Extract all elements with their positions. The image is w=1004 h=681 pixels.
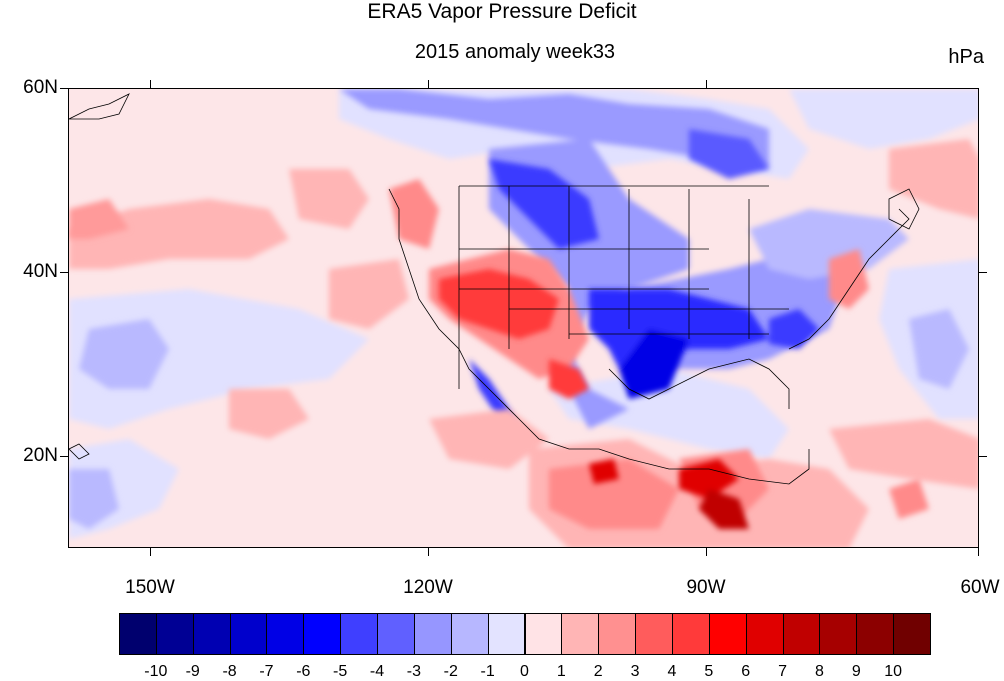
colorbar-swatch <box>487 613 526 655</box>
colorbar-label: -3 <box>406 663 422 680</box>
lat-tick <box>979 456 987 457</box>
lon-tick <box>706 80 707 88</box>
colorbar-label: 7 <box>778 663 787 680</box>
lat-label-60n: 60N <box>23 77 58 98</box>
colorbar-swatch <box>119 613 157 655</box>
lat-tick <box>979 272 987 273</box>
colorbar-swatch <box>561 613 600 655</box>
colorbar-label: -8 <box>222 663 237 680</box>
lat-label-40n: 40N <box>23 261 58 282</box>
colorbar-label: 2 <box>593 663 603 680</box>
colorbar-swatch <box>893 613 931 655</box>
units-label: hPa <box>948 46 984 68</box>
positive-anomaly-strong <box>439 269 749 529</box>
colorbar-swatch <box>377 613 415 655</box>
map-title: ERA5 Vapor Pressure Deficit <box>367 0 637 23</box>
map-panel <box>68 88 979 548</box>
colorbar-swatch <box>155 613 194 655</box>
colorbar-label: 9 <box>851 663 861 680</box>
lon-tick <box>978 548 979 556</box>
colorbar-swatch <box>192 613 231 655</box>
colorbar-swatch <box>635 613 673 655</box>
colorbar-swatch <box>266 613 305 655</box>
lon-tick <box>706 548 707 556</box>
colorbar-swatch <box>745 613 784 655</box>
lon-tick <box>428 548 429 556</box>
colorbar-label: -1 <box>480 663 495 680</box>
colorbar-label: 3 <box>630 663 640 680</box>
colorbar-label: -9 <box>185 663 200 680</box>
lon-label-90w: 90W <box>686 577 726 598</box>
lon-label-60w: 60W <box>960 577 1000 598</box>
colorbar-label: -7 <box>259 663 274 680</box>
colorbar-swatch <box>450 613 489 655</box>
colorbar-label: 8 <box>814 663 824 680</box>
lat-tick <box>60 88 68 89</box>
colorbar-label: 10 <box>884 663 903 680</box>
lon-label-150w: 150W <box>125 577 175 598</box>
coastlines <box>69 93 920 485</box>
colorbar-label: -10 <box>144 663 168 680</box>
lon-tick <box>150 548 151 556</box>
colorbar-label: 6 <box>741 663 751 680</box>
colorbar-swatch <box>819 613 858 655</box>
colorbar-label: 1 <box>556 663 566 680</box>
colorbar-swatch <box>671 613 710 655</box>
map-subtitle: 2015 anomaly week33 <box>414 41 616 63</box>
colorbar-swatch <box>303 613 342 655</box>
colorbar-label: 0 <box>520 663 529 680</box>
colorbar-label: -4 <box>369 663 385 680</box>
colorbar-swatch <box>598 613 637 655</box>
lat-label-20n: 20N <box>23 445 58 466</box>
colorbar-label: -2 <box>443 663 458 680</box>
colorbar-swatch <box>413 613 452 655</box>
colorbar-label: 4 <box>667 663 677 680</box>
lon-label-120w: 120W <box>403 577 453 598</box>
colorbar-label: -5 <box>333 663 348 680</box>
colorbar-swatch <box>856 613 895 655</box>
lon-tick <box>428 80 429 88</box>
colorbar-swatch <box>524 613 563 655</box>
lat-tick <box>60 456 68 457</box>
colorbar <box>119 613 931 655</box>
colorbar-swatch <box>229 613 268 655</box>
colorbar-label: -6 <box>296 663 311 680</box>
colorbar-swatch <box>782 613 821 655</box>
lat-tick <box>60 272 68 273</box>
colorbar-swatch <box>340 613 379 655</box>
anomaly-map <box>69 89 978 547</box>
colorbar-label: 5 <box>704 663 714 680</box>
colorbar-swatch <box>708 613 747 655</box>
lon-tick <box>150 80 151 88</box>
